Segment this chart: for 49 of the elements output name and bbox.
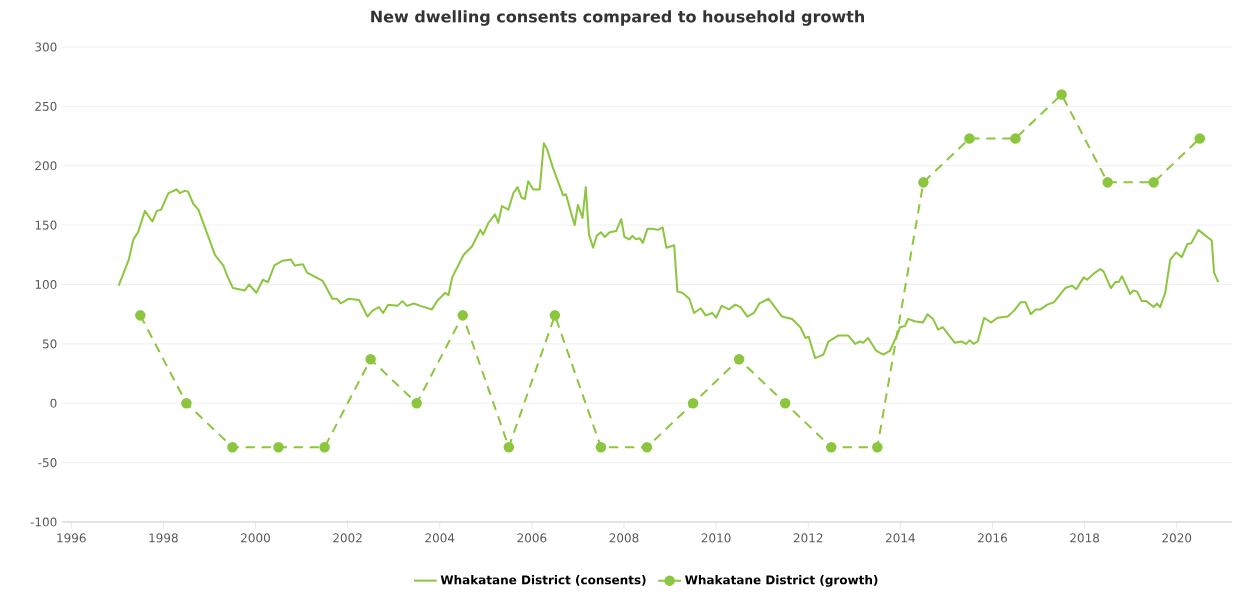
y-tick-label: 300	[35, 42, 57, 52]
chart-title: New dwelling consents compared to household growth	[371, 10, 865, 26]
point	[319, 441, 330, 453]
y-tick-label: 250	[35, 101, 57, 111]
x-tick-label: 1998	[149, 533, 178, 543]
x-tick-label: 2008	[609, 533, 639, 543]
point	[825, 441, 837, 453]
point	[779, 397, 791, 409]
point	[595, 441, 607, 453]
point	[365, 354, 376, 365]
x-tick-label: 2018	[1070, 533, 1100, 543]
x-tick-label: 2004	[425, 533, 455, 543]
point	[503, 441, 515, 453]
point	[227, 441, 238, 453]
y-tick-label: 200	[35, 161, 57, 171]
point	[964, 133, 975, 144]
y-tick-label: 150	[35, 220, 57, 230]
x-tick-label: 2020	[1162, 533, 1192, 543]
y-tick-label: -100	[30, 517, 57, 527]
point	[1056, 89, 1067, 100]
point	[549, 310, 561, 321]
y-tick-label: 100	[35, 279, 57, 290]
legend-label: Whakatane District (growth)	[685, 575, 878, 587]
point	[641, 441, 653, 453]
y-tick-label: -50	[38, 458, 57, 468]
x-tick-label: 2014	[885, 533, 915, 543]
point	[918, 177, 929, 188]
point	[457, 310, 469, 321]
point	[1194, 133, 1206, 144]
point	[181, 397, 192, 409]
point	[411, 397, 422, 409]
y-tick-label: 50	[42, 339, 57, 349]
point	[1148, 177, 1159, 188]
point	[872, 441, 883, 453]
x-tick-label: 2000	[241, 533, 270, 543]
x-tick-label: 2002	[333, 533, 362, 543]
legend-label: Whakatane District (consents)	[440, 575, 646, 586]
x-tick-label: 2006	[517, 533, 547, 543]
y-tick-label: 0	[50, 398, 57, 408]
point	[687, 397, 699, 409]
point	[1102, 177, 1113, 188]
x-tick-label: 2012	[793, 533, 823, 543]
point	[733, 354, 745, 365]
point	[135, 310, 146, 321]
point	[1010, 133, 1021, 144]
x-tick-label: 2010	[701, 533, 731, 543]
point	[273, 441, 284, 453]
x-tick-label: 2016	[978, 533, 1007, 543]
x-tick-label: 1996	[57, 533, 86, 543]
